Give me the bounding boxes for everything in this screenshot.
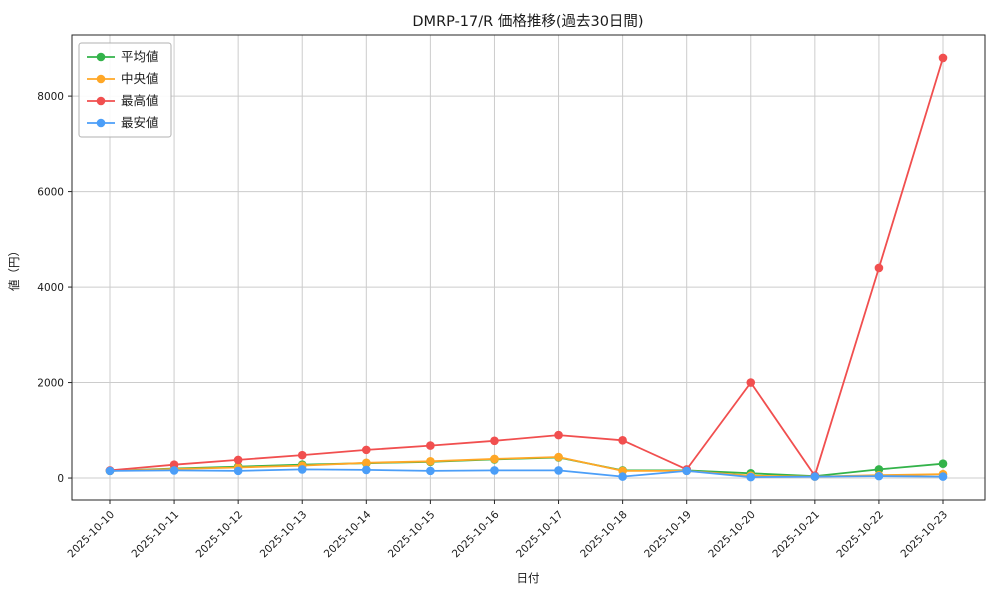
x-tick-label: 2025-10-20 xyxy=(706,509,758,561)
x-tick-label: 2025-10-21 xyxy=(770,509,822,561)
legend-label: 最高値 xyxy=(121,93,159,108)
y-tick-label: 8000 xyxy=(37,91,64,103)
x-tick-label: 2025-10-16 xyxy=(450,508,502,560)
series-marker xyxy=(490,466,499,475)
x-tick-label: 2025-10-17 xyxy=(514,509,566,561)
legend-item: 中央値 xyxy=(87,71,159,86)
y-tick-label: 4000 xyxy=(37,282,64,294)
series-marker xyxy=(490,454,499,464)
series-marker xyxy=(233,455,243,465)
legend-item: 最安値 xyxy=(87,115,159,130)
series-marker xyxy=(362,445,371,455)
series-marker xyxy=(297,450,307,460)
series-marker xyxy=(233,466,243,476)
legend-marker xyxy=(96,52,106,62)
series-marker xyxy=(169,466,179,475)
x-tick-label: 2025-10-13 xyxy=(258,509,310,561)
series-marker xyxy=(362,458,371,468)
series-marker xyxy=(810,472,820,481)
series-marker xyxy=(618,472,627,481)
legend-box xyxy=(78,42,172,138)
y-tick-label: 0 xyxy=(57,473,64,485)
series-marker xyxy=(682,466,691,476)
legend-label: 平均値 xyxy=(121,49,159,64)
series-marker xyxy=(746,472,756,482)
plot-area xyxy=(72,35,985,500)
series-marker xyxy=(874,471,884,481)
series-marker xyxy=(618,436,627,445)
series-marker xyxy=(297,465,307,474)
series-marker xyxy=(746,378,756,387)
x-tick-label: 2025-10-18 xyxy=(578,509,630,561)
legend-marker xyxy=(96,118,106,128)
chart-title: DMRP-17/R 価格推移(過去30日間) xyxy=(412,13,643,30)
x-tick-label: 2025-10-12 xyxy=(194,509,246,561)
series-marker xyxy=(938,459,948,469)
x-tick-label: 2025-10-19 xyxy=(642,509,694,561)
grid-layer xyxy=(72,35,985,500)
series-line xyxy=(109,468,944,478)
legend-item: 最高値 xyxy=(87,93,159,108)
series-marker xyxy=(105,466,115,476)
legend-marker xyxy=(96,74,106,84)
legend-marker xyxy=(96,96,106,106)
series-marker xyxy=(554,466,563,475)
series-marker xyxy=(362,465,371,475)
series-marker xyxy=(426,441,435,450)
y-tick-label: 6000 xyxy=(37,186,64,198)
series-marker xyxy=(554,452,563,462)
x-tick-label: 2025-10-10 xyxy=(65,509,117,561)
x-axis-label: 日付 xyxy=(517,571,540,585)
series-marker xyxy=(554,430,563,440)
x-tick-label: 2025-10-11 xyxy=(130,509,182,561)
plot-border xyxy=(71,34,986,501)
series-marker xyxy=(938,472,948,481)
x-tick-label: 2025-10-23 xyxy=(898,509,950,561)
x-tick-label: 2025-10-15 xyxy=(386,509,438,561)
series-marker xyxy=(938,53,948,63)
x-tick-label: 2025-10-14 xyxy=(322,508,374,560)
x-tick-label: 2025-10-22 xyxy=(834,509,886,561)
y-axis-label: 値（円） xyxy=(7,245,21,291)
y-tick-label: 2000 xyxy=(37,377,64,389)
series-marker xyxy=(426,466,435,476)
series-layer xyxy=(105,53,948,482)
legend-label: 中央値 xyxy=(121,71,159,86)
series-line xyxy=(109,57,944,477)
legend-item: 平均値 xyxy=(87,49,159,64)
series-marker xyxy=(426,457,435,466)
legend-label: 最安値 xyxy=(121,115,159,130)
series-marker xyxy=(490,436,499,446)
series-marker xyxy=(874,263,884,273)
